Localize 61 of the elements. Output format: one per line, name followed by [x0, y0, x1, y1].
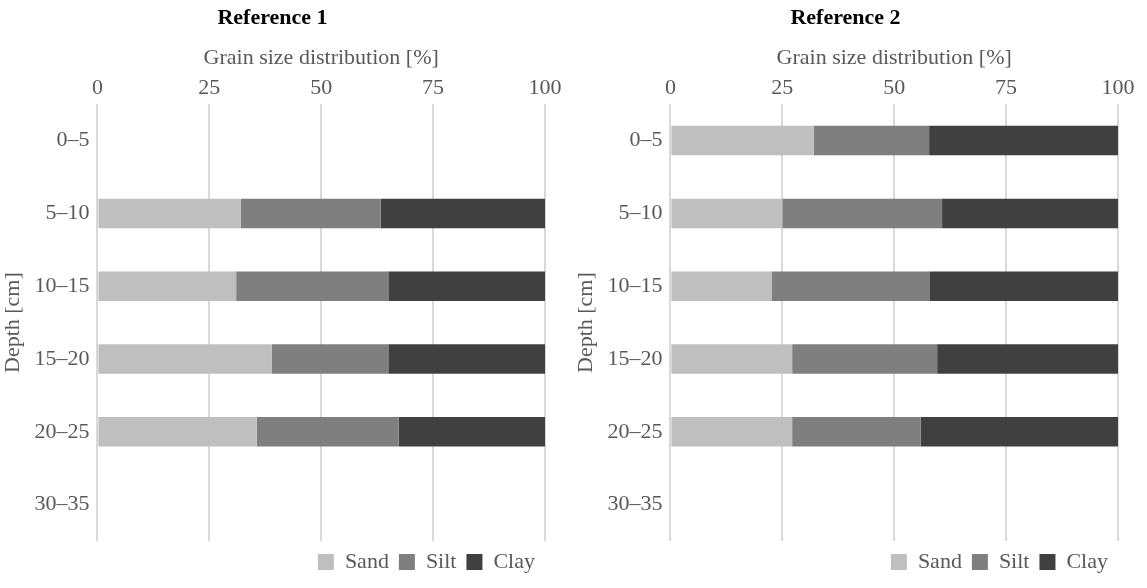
x-tick-label: 0: [664, 73, 676, 99]
bar: [380, 198, 545, 229]
x-tick-label: 25: [771, 73, 794, 99]
bar: [792, 417, 921, 447]
y-tick-label: 5–10: [618, 199, 663, 225]
y-tick-label: 15–20: [607, 344, 663, 370]
x-tick-label: 0: [91, 73, 103, 99]
x-tick-label: 50: [883, 73, 906, 99]
bar: [398, 417, 545, 447]
bar: [388, 271, 545, 301]
y-tick-label: 0–5: [56, 126, 90, 152]
y-axis-title: Depth [cm]: [0, 272, 24, 373]
legend-label: Silt: [425, 547, 457, 573]
x-tick-label: 100: [528, 73, 562, 99]
chart-title: Reference 2: [790, 3, 901, 29]
y-tick-label: 0–5: [629, 126, 663, 152]
bar: [671, 271, 773, 301]
bar: [98, 344, 272, 374]
x-tick-label: 50: [310, 73, 333, 99]
x-tick-label: 75: [422, 73, 445, 99]
x-axis-title: Grain size distribution [%]: [776, 44, 1012, 70]
legend-label: Clay: [1066, 547, 1109, 573]
bar: [920, 417, 1118, 447]
bar: [792, 344, 938, 374]
bar: [930, 271, 1118, 301]
bar: [782, 198, 943, 229]
y-tick-label: 5–10: [45, 199, 90, 225]
bar: [671, 344, 793, 374]
bar: [671, 417, 793, 447]
x-tick-label: 100: [1101, 73, 1135, 99]
legend-label: Sand: [344, 547, 389, 573]
y-tick-label: 15–20: [34, 344, 90, 370]
y-tick-label: 30–35: [34, 490, 90, 516]
bar: [236, 271, 389, 301]
bar: [671, 198, 783, 229]
bar: [98, 198, 241, 229]
bar: [98, 417, 257, 447]
x-tick-label: 75: [995, 73, 1018, 99]
bar: [813, 125, 930, 156]
y-tick-label: 10–15: [34, 271, 90, 297]
y-tick-label: 10–15: [607, 271, 663, 297]
bar: [942, 198, 1118, 229]
bar: [240, 198, 381, 229]
y-tick-label: 30–35: [607, 490, 663, 516]
legend-label: Silt: [998, 547, 1030, 573]
chart-title: Reference 1: [217, 3, 328, 29]
y-axis-title: Depth [cm]: [571, 272, 597, 373]
bar: [929, 125, 1118, 156]
legend-label: Sand: [917, 547, 962, 573]
bar: [256, 417, 399, 447]
bar: [98, 271, 237, 301]
bar: [388, 344, 545, 374]
x-tick-label: 25: [198, 73, 221, 99]
y-tick-label: 20–25: [607, 417, 663, 443]
bar: [772, 271, 931, 301]
x-axis-title: Grain size distribution [%]: [203, 44, 439, 70]
bar: [671, 125, 814, 156]
bar: [271, 344, 389, 374]
bar: [937, 344, 1118, 374]
legend-label: Clay: [493, 547, 536, 573]
y-tick-label: 20–25: [34, 417, 90, 443]
